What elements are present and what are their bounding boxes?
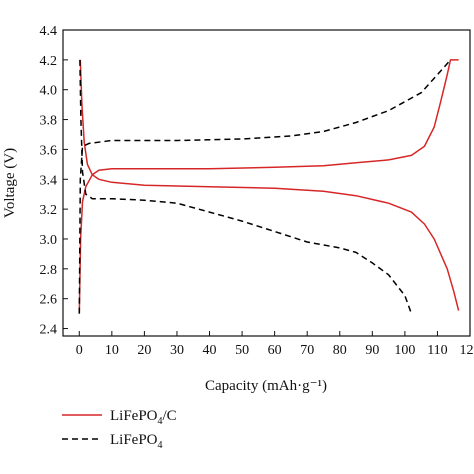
plot-frame — [62, 29, 471, 337]
y-tick-label: 4.0 — [40, 84, 58, 99]
x-tick-label: 40 — [203, 343, 217, 358]
series-line-lifepo4-discharge — [79, 59, 413, 314]
x-tick-label: 50 — [235, 343, 249, 358]
legend-label: LiFePO4 — [110, 432, 163, 451]
legend-label-main: LiFePO — [110, 408, 158, 424]
x-tick-label: 120 — [460, 343, 474, 358]
y-tick-label: 2.4 — [40, 323, 58, 338]
x-tick-label: 20 — [137, 343, 151, 358]
ticks-layer: 0 10 20 30 40 50 60 70 80 90 100 110 120 2.4 2.6 2.8 3.0… — [40, 24, 474, 358]
x-tick-label: 10 — [105, 343, 119, 358]
legend-label-main: LiFePO — [110, 432, 158, 448]
y-tick-label: 3.8 — [40, 114, 58, 129]
legend-label-sub: 4 — [158, 416, 163, 427]
y-tick-label: 2.8 — [40, 263, 58, 278]
x-tick-label: 100 — [394, 343, 415, 358]
x-tick-label: 30 — [170, 343, 184, 358]
y-tick-label: 3.2 — [40, 203, 58, 218]
x-tick-label: 0 — [76, 343, 83, 358]
x-tick-label: 70 — [300, 343, 314, 358]
x-tick-label: 60 — [268, 343, 282, 358]
y-tick-label: 2.6 — [40, 293, 58, 308]
y-tick-label: 4.2 — [40, 54, 58, 69]
series-layer — [78, 59, 460, 314]
legend-label: LiFePO4/C — [110, 408, 177, 427]
series-line-lifepo4-c-discharge — [79, 59, 460, 311]
series-line-lifepo4-c-charge — [78, 59, 459, 314]
y-axis-title: Voltage (V) — [2, 148, 18, 218]
x-axis-title: Capacity (mAh·g⁻¹) — [205, 378, 327, 394]
legend-label-tail: /C — [163, 408, 177, 424]
series-line-lifepo4-charge — [78, 59, 452, 314]
x-tick-label: 110 — [427, 343, 447, 358]
y-tick-label: 3.0 — [40, 233, 58, 248]
legend-label-sub: 4 — [158, 440, 163, 451]
x-tick-label: 80 — [333, 343, 347, 358]
y-tick-label: 4.4 — [40, 24, 58, 39]
x-tick-label: 90 — [365, 343, 379, 358]
y-tick-label: 3.6 — [40, 143, 58, 158]
y-tick-label: 3.4 — [40, 173, 58, 188]
